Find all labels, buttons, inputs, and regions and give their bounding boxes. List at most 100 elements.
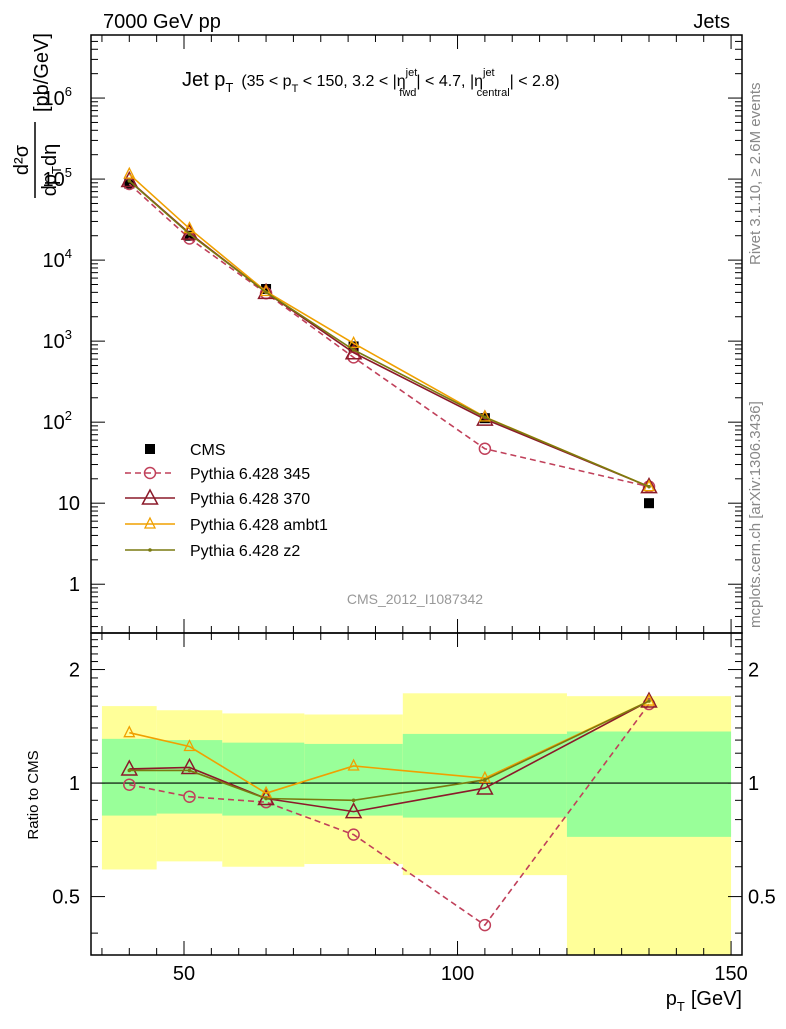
ratio-pythia-6-428-z2-line	[129, 700, 650, 802]
ratio-pythia-6-428-z2-point-1	[187, 768, 192, 773]
main-plot-title: Jet pT (35 < pT < 150, 3.2 < |ηjet fwd| < …	[182, 67, 560, 99]
ratio-ytick-label-right: 1	[748, 773, 759, 795]
main-ytick-label: 1	[69, 574, 80, 596]
ylabel-den-group: dpTdη	[39, 144, 64, 196]
legend-cms-marker	[145, 444, 155, 454]
rivet-label: Rivet 3.1.10, ≥ 2.6M events	[747, 83, 764, 266]
main-pythia-6-428-z2-point-5	[647, 484, 651, 489]
ratio-y-axis-label: Ratio to CMS	[25, 750, 42, 839]
ratio-series-lines	[120, 691, 658, 932]
title-cond-c: | < 4.7, |η	[416, 73, 483, 90]
analysis-watermark: CMS_2012_I1087342	[347, 591, 483, 607]
ratio-pythia-6-428-345-point-3	[347, 828, 360, 841]
ratio-pythia-6-428-ambt1-point-4	[478, 770, 491, 783]
ratio-pythia-6-428-z2-point-3	[351, 798, 356, 803]
ratio-pythia-6-428-z2-point-5	[647, 699, 651, 703]
ratio-pythia-6-428-370-point-0	[120, 759, 139, 776]
ratio-pythia-6-428-z2-point-2	[264, 796, 268, 801]
legend-label-cms: CMS	[190, 442, 226, 459]
ylabel-units: [pb/GeV]	[31, 33, 53, 112]
legend-pythia-6-428-ambt1-marker	[143, 516, 157, 529]
ratio-pythia-6-428-370-point-3	[344, 802, 363, 819]
main-cms-point-5	[644, 498, 654, 509]
ratio-ytick-label-left: 0.5	[52, 887, 80, 909]
title-main: Jet p	[182, 69, 225, 91]
legend-label-z2: Pythia 6.428 z2	[190, 543, 300, 560]
ylabel-den-sub: T	[49, 166, 64, 174]
main-ytick-label: 103	[43, 327, 72, 353]
main-pythia-6-428-345-point-4	[478, 442, 492, 455]
title-fwd-sub: fwd	[399, 87, 416, 99]
main-cms-point-3	[348, 341, 359, 352]
ratio-pythia-6-428-370-line	[129, 700, 650, 813]
main-pythia-6-428-ambt1-line	[128, 173, 650, 488]
ratio-uncertainty-bands	[91, 693, 742, 955]
ratio-pythia-6-428-370-point-1	[180, 757, 199, 775]
ratio-pythia-6-428-ambt1-point-1	[183, 739, 196, 752]
title-central-sub: central	[477, 87, 510, 99]
main-pythia-6-428-z2-point-4	[483, 415, 487, 420]
ratio-pythia-6-428-ambt1-line	[129, 700, 650, 795]
mcplots-label: mcplots.cern.ch [arXiv:1306.3436]	[747, 401, 764, 628]
xtick-label: 50	[173, 963, 195, 985]
ratio-pythia-6-428-345-point-0	[123, 778, 136, 791]
xtick-label: 100	[441, 963, 474, 985]
title-cond-b: < 150, 3.2 < |η	[298, 73, 405, 90]
main-ytick-label: 105	[43, 165, 72, 191]
title-eta-sup-2: jet	[482, 67, 495, 79]
header-left: 7000 GeV pp	[103, 11, 221, 33]
main-cms-point-2	[261, 283, 272, 294]
ratio-pythia-6-428-345-point-4	[478, 918, 492, 932]
main-pythia-6-428-z2-point-3	[351, 348, 356, 352]
xlabel-units: [GeV]	[691, 988, 742, 1010]
ratio-pythia-6-428-z2-point-4	[483, 778, 487, 782]
legend-pythia-6-428-370-marker	[141, 488, 159, 505]
main-pythia-6-428-z2-point-1	[187, 232, 192, 236]
legend-label-p370: Pythia 6.428 370	[190, 491, 310, 508]
title-cond-a: (35 < p	[241, 73, 291, 90]
main-pythia-6-428-ambt1-point-0	[123, 166, 136, 179]
xlabel-sub: T	[677, 999, 685, 1014]
main-pythia-6-428-345-line	[128, 183, 650, 488]
x-axis-label: pT [GeV]	[666, 988, 742, 1014]
band-inner-4	[402, 733, 567, 818]
ratio-ytick-label-right: 2	[748, 660, 759, 682]
title-main-sub: T	[225, 80, 233, 95]
ylabel-num: d²σ	[11, 144, 33, 175]
main-pythia-6-428-ambt1-point-3	[347, 335, 360, 348]
header-right: Jets	[693, 11, 730, 33]
ratio-pythia-6-428-ambt1-point-3	[347, 758, 360, 771]
title-cond-a-sub: T	[292, 83, 299, 95]
main-ytick-label: 104	[43, 246, 72, 272]
ylabel-den: dp	[39, 174, 61, 196]
ratio-pythia-6-428-ambt1-point-0	[123, 725, 136, 738]
ratio-pythia-6-428-370-point-5	[640, 691, 658, 708]
ratio-ytick-label-left: 1	[69, 773, 80, 795]
legend: CMS Pythia 6.428 345 Pythia 6.428 370 Py…	[125, 442, 328, 560]
legend-label-p345: Pythia 6.428 345	[190, 466, 310, 483]
ratio-ytick-label-right: 0.5	[748, 887, 776, 909]
ratio-pythia-6-428-345-point-1	[183, 790, 196, 803]
ratio-pythia-6-428-ambt1-point-5	[642, 693, 656, 706]
xtick-label: 150	[714, 963, 747, 985]
main-pythia-6-428-370-line	[128, 179, 650, 488]
main-frame	[90, 34, 743, 634]
main-y-axis-label: d²σ dpTdη [pb/GeV]	[11, 33, 64, 198]
main-ytick-label: 10	[58, 493, 80, 515]
ratio-ytick-label-left: 2	[69, 660, 80, 682]
main-pythia-6-428-z2-point-0	[127, 179, 132, 183]
main-ytick-label: 106	[43, 84, 72, 110]
ratio-pythia-6-428-370-point-4	[476, 778, 494, 795]
ratio-pythia-6-428-z2-point-0	[127, 768, 132, 773]
band-inner-2	[222, 742, 305, 816]
main-pythia-6-428-z2-point-2	[264, 290, 268, 295]
legend-pythia-6-428-z2-marker	[148, 548, 152, 552]
band-inner-0	[101, 738, 157, 816]
main-pythia-6-428-z2-line	[128, 180, 650, 488]
ratio-pythia-6-428-345-line	[129, 703, 650, 927]
title-eta-sup-1: jet	[405, 67, 418, 79]
legend-label-ambt1: Pythia 6.428 ambt1	[190, 517, 328, 534]
ylabel-den-tail: dη	[39, 144, 61, 166]
